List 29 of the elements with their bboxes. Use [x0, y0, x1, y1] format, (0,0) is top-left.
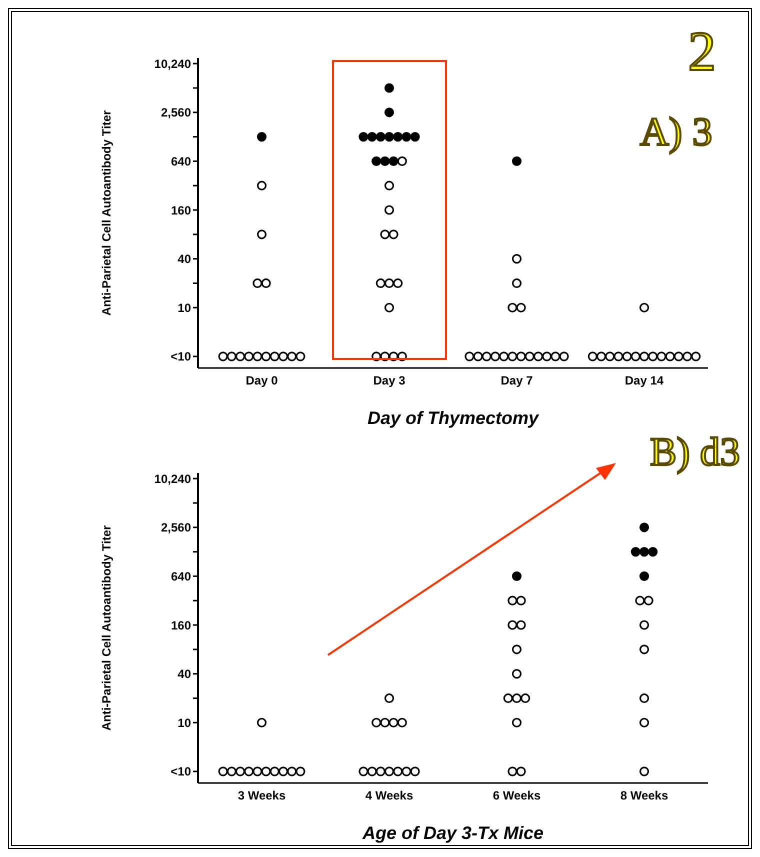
y-axis-title: Anti-Parietal Cell Autoantibody Titer [99, 110, 114, 316]
y-tick-label: 160 [170, 203, 192, 218]
x-tick-label: Day 14 [624, 374, 664, 388]
y-tick-label: 40 [178, 667, 192, 682]
y-tick-label: 2,560 [160, 520, 192, 535]
annotation: B) d3 [650, 428, 740, 475]
y-tick-label: 10,240 [154, 472, 192, 486]
y-tick-label: <10 [170, 350, 192, 364]
x-axis-title: Day of Thymectomy [367, 408, 540, 428]
y-tick-label: 640 [170, 569, 192, 584]
y-axis-title: Anti-Parietal Cell Autoantibody Titer [99, 524, 114, 731]
y-tick-label: 40 [178, 252, 192, 266]
x-tick-label: 4 Weeks [365, 788, 414, 803]
x-tick-label: Day 7 [500, 374, 534, 388]
x-axis-title: Age of Day 3-Tx Mice [361, 823, 544, 843]
y-tick-label: 10,240 [154, 56, 192, 71]
annotation: 2 [688, 20, 716, 84]
y-tick-label: 160 [170, 618, 192, 632]
x-tick-label: 3 Weeks [238, 788, 286, 803]
x-tick-label: 6 Weeks [492, 788, 541, 803]
x-tick-label: Day 0 [246, 374, 278, 388]
x-tick-label: 8 Weeks [620, 788, 668, 803]
x-tick-label: Day 3 [373, 374, 406, 388]
y-tick-label: 10 [178, 300, 192, 315]
y-tick-label: 10 [178, 716, 192, 730]
y-tick-label: 640 [170, 154, 192, 168]
y-tick-label: 2,560 [160, 106, 192, 120]
y-tick-label: <10 [170, 764, 192, 779]
annotation: A) 3 [640, 108, 712, 155]
